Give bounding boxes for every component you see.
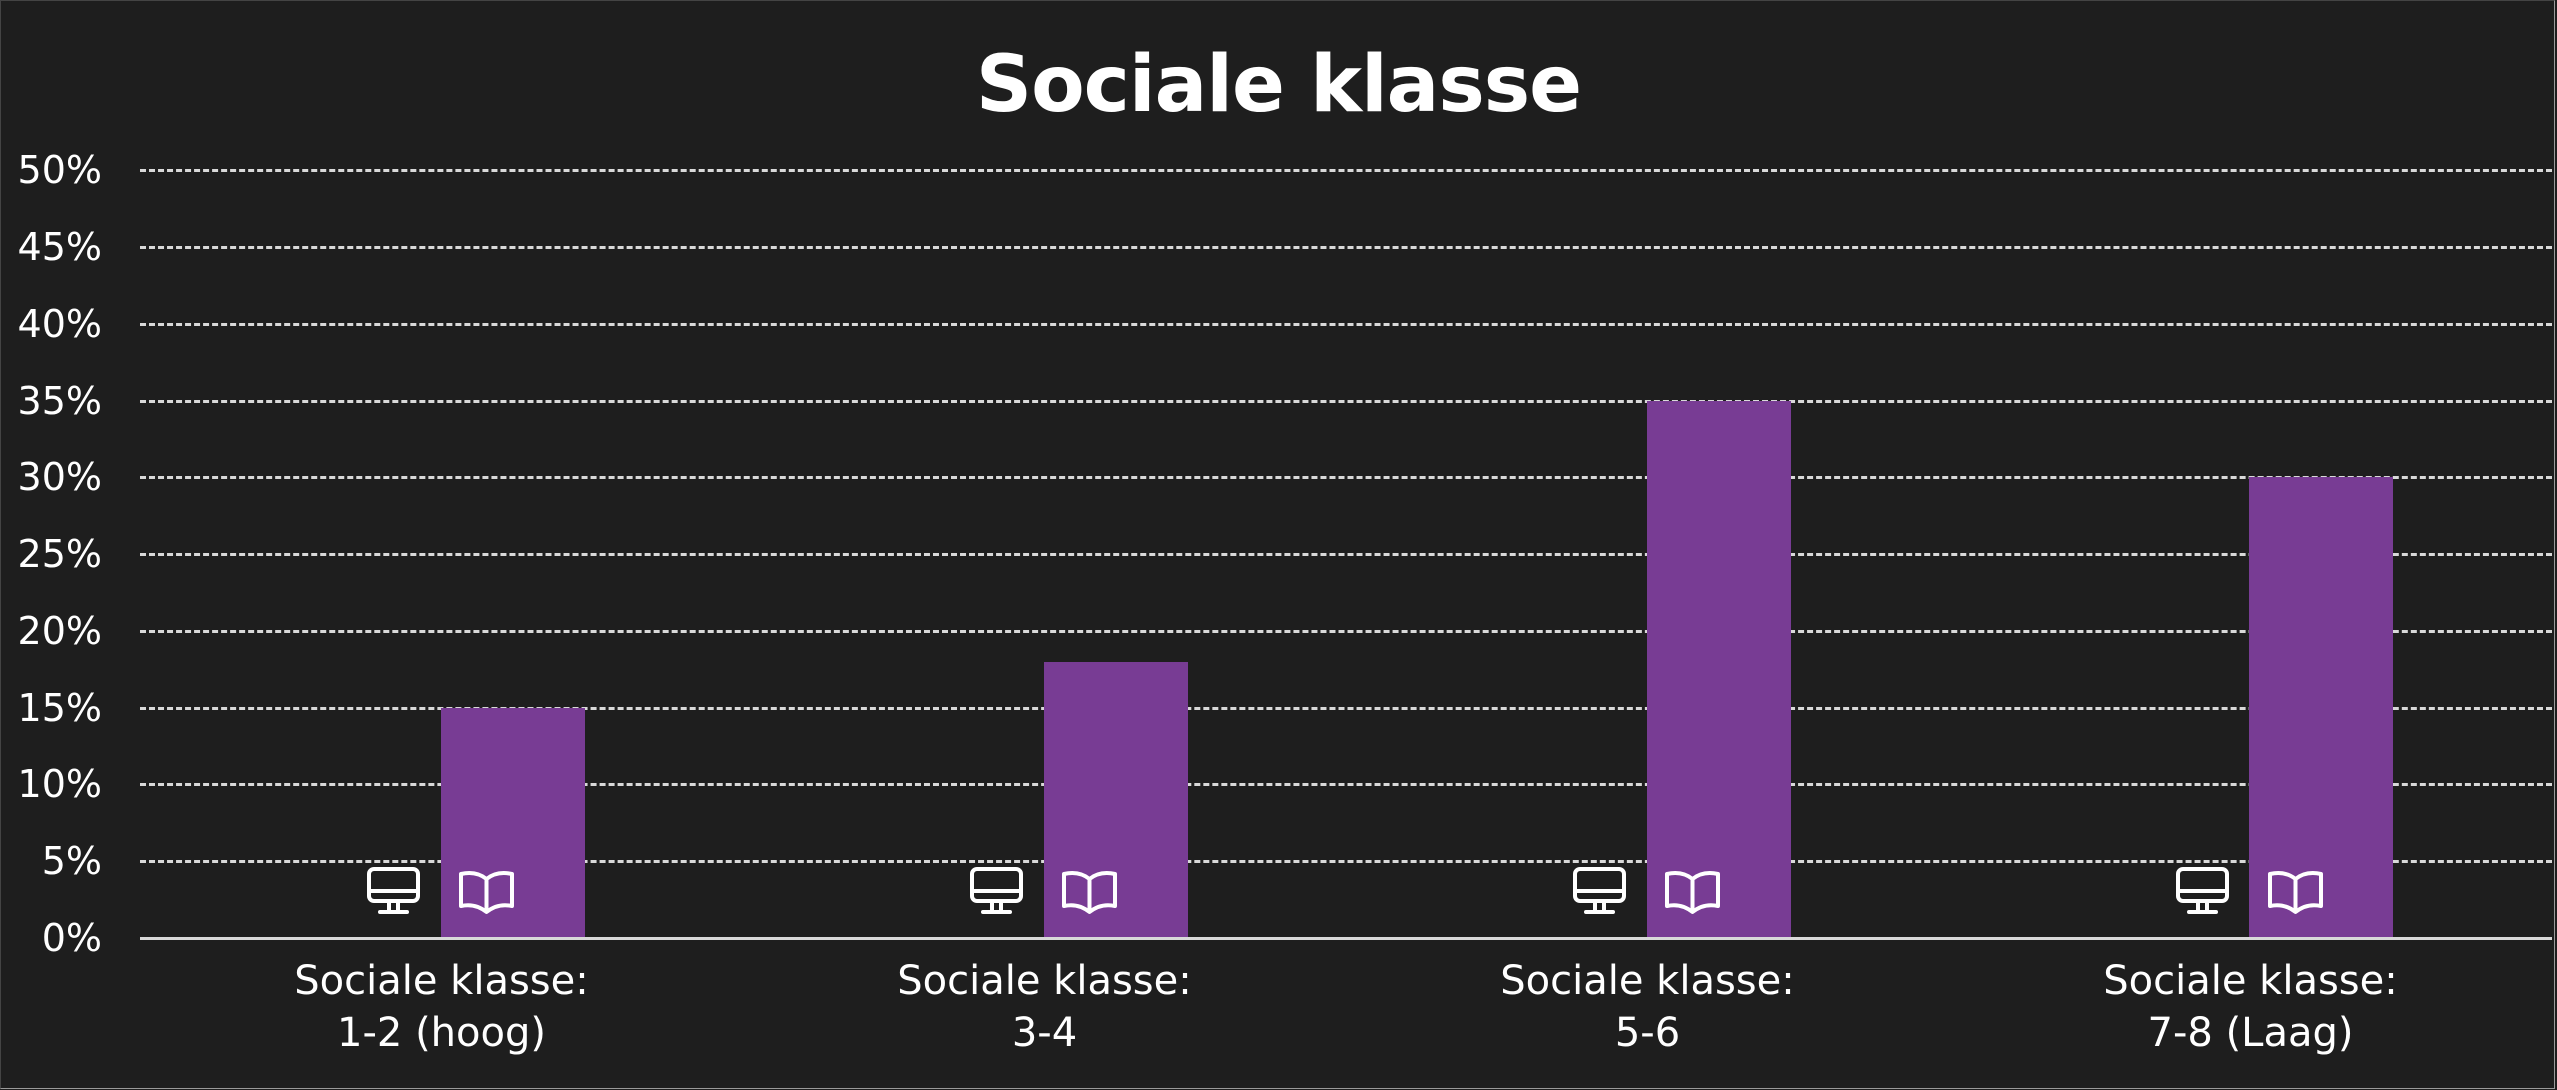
gridline-5	[140, 860, 2552, 863]
monitor-icon	[970, 867, 1023, 914]
y-tick-10: 10%	[17, 762, 102, 806]
gridline-40	[140, 323, 2552, 326]
monitor-icon	[1573, 867, 1626, 914]
x-label-1-2: Sociale klasse: 1-2 (hoog)	[140, 955, 743, 1059]
monitor-icon	[367, 867, 420, 914]
x-label-3-4: Sociale klasse: 3-4	[743, 955, 1346, 1059]
y-tick-15: 15%	[17, 686, 102, 730]
x-label-5-6: Sociale klasse: 5-6	[1346, 955, 1949, 1059]
x-axis-baseline	[140, 937, 2552, 940]
y-tick-20: 20%	[17, 609, 102, 653]
bar-sociale-klasse-7-8	[2249, 477, 2393, 938]
y-tick-50: 50%	[17, 148, 102, 192]
x-label-line1: Sociale klasse:	[2103, 958, 2398, 1004]
x-label-line2: 3-4	[1011, 1010, 1078, 1056]
gridline-50	[140, 169, 2552, 172]
monitor-icon	[2176, 867, 2229, 914]
y-tick-35: 35%	[17, 379, 102, 423]
gridline-20	[140, 630, 2552, 633]
book-icon	[1665, 871, 1720, 914]
gridline-25	[140, 553, 2552, 556]
gridline-45	[140, 246, 2552, 249]
y-tick-5: 5%	[41, 839, 102, 883]
x-label-line2: 7-8 (Laag)	[2147, 1010, 2354, 1056]
gridline-15	[140, 707, 2552, 710]
x-label-line1: Sociale klasse:	[897, 958, 1192, 1004]
bar-sociale-klasse-5-6	[1647, 401, 1791, 938]
book-icon	[1062, 871, 1117, 914]
x-label-line1: Sociale klasse:	[294, 958, 589, 1004]
gridline-30	[140, 476, 2552, 479]
y-tick-30: 30%	[17, 455, 102, 499]
x-label-line2: 5-6	[1614, 1010, 1681, 1056]
x-label-7-8: Sociale klasse: 7-8 (Laag)	[1949, 955, 2552, 1059]
book-icon	[459, 871, 514, 914]
x-label-line1: Sociale klasse:	[1500, 958, 1795, 1004]
book-icon	[2268, 871, 2323, 914]
y-tick-25: 25%	[17, 532, 102, 576]
y-tick-45: 45%	[17, 225, 102, 269]
gridline-10	[140, 783, 2552, 786]
x-label-line2: 1-2 (hoog)	[337, 1010, 546, 1056]
gridline-35	[140, 400, 2552, 403]
y-tick-0: 0%	[41, 916, 102, 960]
chart-title: Sociale klasse	[975, 40, 1582, 130]
y-tick-40: 40%	[17, 302, 102, 346]
